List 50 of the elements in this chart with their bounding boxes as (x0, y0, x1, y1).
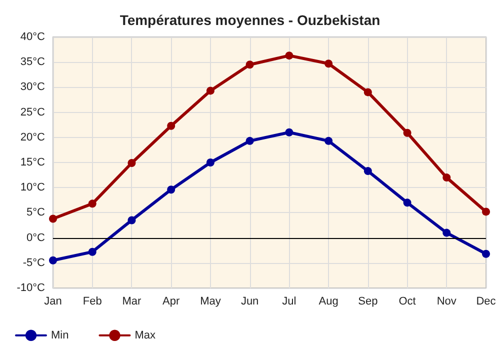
x-tick-label: Jun (240, 296, 259, 308)
y-tick-label: 15°C (20, 156, 46, 168)
point (482, 250, 490, 258)
x-tick-label: Jul (282, 296, 296, 308)
y-tick-label: -5°C (22, 256, 46, 269)
x-tick-label: Feb (82, 296, 102, 308)
y-tick-label: 25°C (20, 106, 46, 118)
point (482, 208, 490, 216)
point (206, 86, 214, 95)
point (246, 136, 254, 145)
point (246, 60, 254, 69)
x-tick-label: Sep (358, 296, 378, 308)
point (442, 174, 451, 182)
point (128, 216, 136, 224)
point (285, 52, 294, 60)
legend-label: Min (51, 329, 69, 342)
point (88, 248, 96, 256)
y-tick-label: 20°C (20, 131, 46, 144)
x-tick-label: Apr (162, 296, 180, 308)
point (364, 88, 372, 96)
point (403, 128, 412, 137)
legend-label: Max (134, 329, 156, 342)
y-tick-label: 30°C (20, 81, 46, 94)
point (285, 128, 294, 136)
y-tick-label: 35°C (20, 56, 46, 68)
point (49, 256, 57, 264)
point (128, 159, 136, 167)
chart-title: Températures moyennes - Ouzbekistan (120, 12, 380, 28)
x-tick-label: Oct (398, 296, 416, 308)
x-tick-label: Jan (44, 296, 62, 308)
point (167, 122, 176, 130)
x-tick-label: Dec (476, 296, 496, 308)
point (88, 200, 96, 208)
x-tick-label: Nov (436, 296, 457, 308)
y-tick-label: 10°C (20, 182, 46, 194)
y-tick-label: 5°C (26, 206, 46, 219)
point (364, 167, 372, 176)
x-tick-label: Aug (318, 296, 338, 308)
point (49, 214, 57, 223)
y-tick-label: -10°C (16, 282, 46, 294)
point (403, 198, 412, 207)
point (442, 228, 451, 237)
point (206, 158, 214, 166)
y-tick-label: 0°C (26, 232, 46, 244)
point (324, 60, 333, 68)
x-tick-label: May (200, 296, 222, 308)
y-tick-label: 40°C (20, 31, 46, 43)
point (167, 186, 176, 194)
point (324, 136, 333, 145)
x-tick-label: Mar (122, 296, 142, 308)
